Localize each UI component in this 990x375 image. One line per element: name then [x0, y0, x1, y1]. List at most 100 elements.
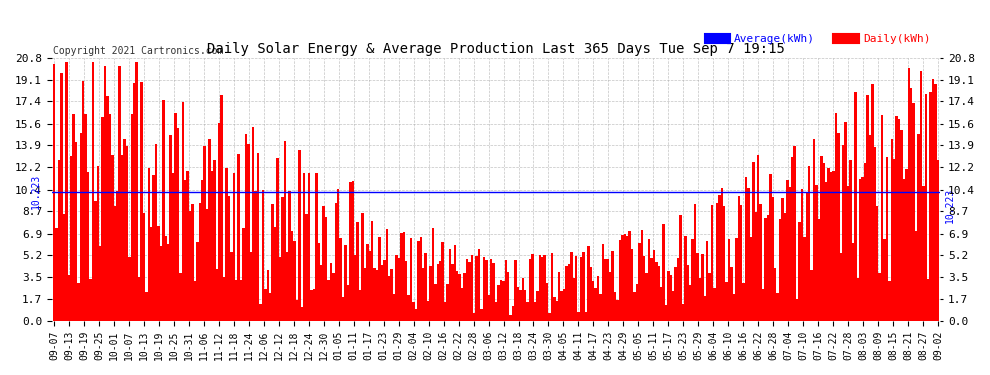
- Bar: [390, 269, 393, 321]
- Bar: [308, 173, 310, 321]
- Bar: [582, 252, 585, 321]
- Bar: [177, 128, 179, 321]
- Bar: [293, 241, 296, 321]
- Bar: [279, 257, 281, 321]
- Bar: [448, 249, 451, 321]
- Bar: [558, 272, 560, 321]
- Bar: [162, 100, 164, 321]
- Bar: [106, 96, 109, 321]
- Bar: [838, 133, 840, 321]
- Bar: [769, 174, 771, 321]
- Bar: [301, 306, 303, 321]
- Bar: [52, 64, 55, 321]
- Bar: [545, 283, 548, 321]
- Bar: [124, 139, 126, 321]
- Bar: [248, 144, 249, 321]
- Bar: [567, 264, 570, 321]
- Bar: [687, 265, 689, 321]
- Bar: [714, 288, 716, 321]
- Bar: [213, 160, 216, 321]
- Bar: [505, 260, 507, 321]
- Bar: [500, 279, 502, 321]
- Bar: [152, 175, 154, 321]
- Bar: [757, 154, 759, 321]
- Bar: [507, 272, 510, 321]
- Bar: [325, 217, 328, 321]
- Bar: [432, 228, 435, 321]
- Bar: [442, 242, 444, 321]
- Bar: [694, 204, 696, 321]
- Bar: [128, 257, 131, 321]
- Bar: [652, 250, 655, 321]
- Bar: [920, 71, 922, 321]
- Bar: [828, 168, 830, 321]
- Bar: [420, 237, 422, 321]
- Bar: [842, 145, 844, 321]
- Bar: [560, 291, 562, 321]
- Title: Daily Solar Energy & Average Production Last 365 Days Tue Sep 7 19:15: Daily Solar Energy & Average Production …: [207, 42, 785, 56]
- Bar: [925, 94, 927, 321]
- Bar: [881, 114, 883, 321]
- Bar: [405, 261, 408, 321]
- Bar: [502, 282, 505, 321]
- Bar: [682, 304, 684, 321]
- Bar: [460, 288, 463, 321]
- Bar: [320, 266, 323, 321]
- Bar: [358, 290, 361, 321]
- Bar: [801, 189, 803, 321]
- Bar: [470, 255, 473, 321]
- Bar: [395, 255, 398, 321]
- Bar: [754, 211, 757, 321]
- Bar: [417, 241, 420, 321]
- Bar: [159, 246, 162, 321]
- Text: 10.223: 10.223: [31, 174, 41, 209]
- Bar: [634, 292, 636, 321]
- Bar: [298, 150, 301, 321]
- Bar: [252, 127, 254, 321]
- Bar: [626, 237, 629, 321]
- Bar: [684, 236, 687, 321]
- Bar: [345, 245, 346, 321]
- Bar: [823, 163, 825, 321]
- Bar: [164, 236, 167, 321]
- Bar: [679, 215, 682, 321]
- Bar: [667, 271, 669, 321]
- Bar: [913, 103, 915, 321]
- Bar: [517, 287, 519, 321]
- Bar: [726, 282, 728, 321]
- Bar: [363, 268, 366, 321]
- Bar: [376, 270, 378, 321]
- Bar: [72, 114, 75, 321]
- Bar: [458, 274, 460, 321]
- Bar: [206, 209, 208, 321]
- Bar: [840, 253, 842, 321]
- Bar: [102, 117, 104, 321]
- Bar: [856, 278, 859, 321]
- Bar: [191, 204, 194, 321]
- Bar: [510, 315, 512, 321]
- Bar: [813, 139, 816, 321]
- Bar: [439, 261, 442, 321]
- Bar: [776, 292, 779, 321]
- Bar: [226, 168, 228, 321]
- Bar: [849, 160, 851, 321]
- Bar: [415, 309, 417, 321]
- Bar: [349, 182, 351, 321]
- Bar: [752, 162, 754, 321]
- Bar: [716, 202, 718, 321]
- Bar: [483, 257, 485, 321]
- Bar: [781, 198, 784, 321]
- Bar: [636, 284, 639, 321]
- Bar: [541, 257, 544, 321]
- Bar: [111, 155, 114, 321]
- Bar: [131, 114, 133, 321]
- Bar: [233, 173, 235, 321]
- Bar: [342, 297, 345, 321]
- Bar: [240, 280, 243, 321]
- Bar: [271, 204, 274, 321]
- Bar: [333, 273, 335, 321]
- Bar: [876, 206, 878, 321]
- Bar: [259, 303, 261, 321]
- Bar: [208, 139, 211, 321]
- Bar: [619, 240, 621, 321]
